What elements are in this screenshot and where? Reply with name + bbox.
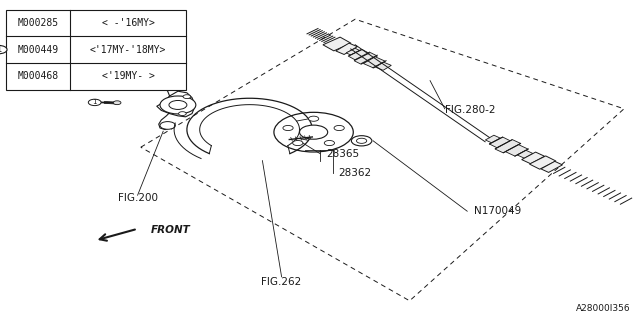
- Circle shape: [179, 112, 186, 116]
- Text: 28362: 28362: [339, 168, 372, 178]
- Circle shape: [351, 136, 372, 146]
- Polygon shape: [348, 50, 369, 60]
- Circle shape: [300, 125, 328, 139]
- Text: FIG.280-2: FIG.280-2: [445, 105, 495, 116]
- Circle shape: [308, 116, 319, 121]
- Polygon shape: [495, 140, 521, 153]
- Polygon shape: [336, 43, 357, 54]
- Polygon shape: [354, 52, 378, 64]
- Text: M000449: M000449: [18, 44, 59, 55]
- Text: FIG.262: FIG.262: [262, 276, 301, 287]
- Bar: [6, 10, 186, 90]
- Polygon shape: [541, 161, 563, 172]
- Circle shape: [356, 138, 367, 143]
- Circle shape: [0, 45, 7, 54]
- Polygon shape: [485, 135, 500, 143]
- Circle shape: [113, 101, 121, 105]
- Text: <'17MY-'18MY>: <'17MY-'18MY>: [90, 44, 166, 55]
- Text: 1: 1: [92, 100, 97, 105]
- Circle shape: [283, 125, 293, 131]
- Polygon shape: [376, 62, 391, 70]
- Circle shape: [292, 140, 303, 146]
- Text: 28365: 28365: [326, 148, 359, 159]
- Circle shape: [169, 100, 187, 109]
- Polygon shape: [517, 150, 533, 158]
- Circle shape: [160, 96, 196, 114]
- Text: 1: 1: [0, 45, 1, 54]
- Text: N170049: N170049: [474, 206, 521, 216]
- Text: <'19MY- >: <'19MY- >: [102, 71, 154, 81]
- Text: < -'16MY>: < -'16MY>: [102, 18, 154, 28]
- Circle shape: [160, 122, 175, 129]
- Circle shape: [324, 140, 335, 146]
- Text: FRONT: FRONT: [150, 225, 190, 236]
- Polygon shape: [489, 137, 511, 148]
- Polygon shape: [522, 152, 545, 164]
- Polygon shape: [529, 156, 556, 169]
- Polygon shape: [506, 145, 528, 156]
- Text: FIG.200: FIG.200: [118, 193, 157, 204]
- Polygon shape: [346, 48, 360, 55]
- Circle shape: [88, 99, 101, 106]
- Polygon shape: [323, 37, 351, 51]
- Circle shape: [183, 95, 191, 99]
- Text: A28000I356: A28000I356: [576, 304, 630, 313]
- Circle shape: [274, 112, 353, 152]
- Circle shape: [334, 125, 344, 131]
- Polygon shape: [364, 57, 385, 68]
- Text: M000285: M000285: [18, 18, 59, 28]
- Text: M000468: M000468: [18, 71, 59, 81]
